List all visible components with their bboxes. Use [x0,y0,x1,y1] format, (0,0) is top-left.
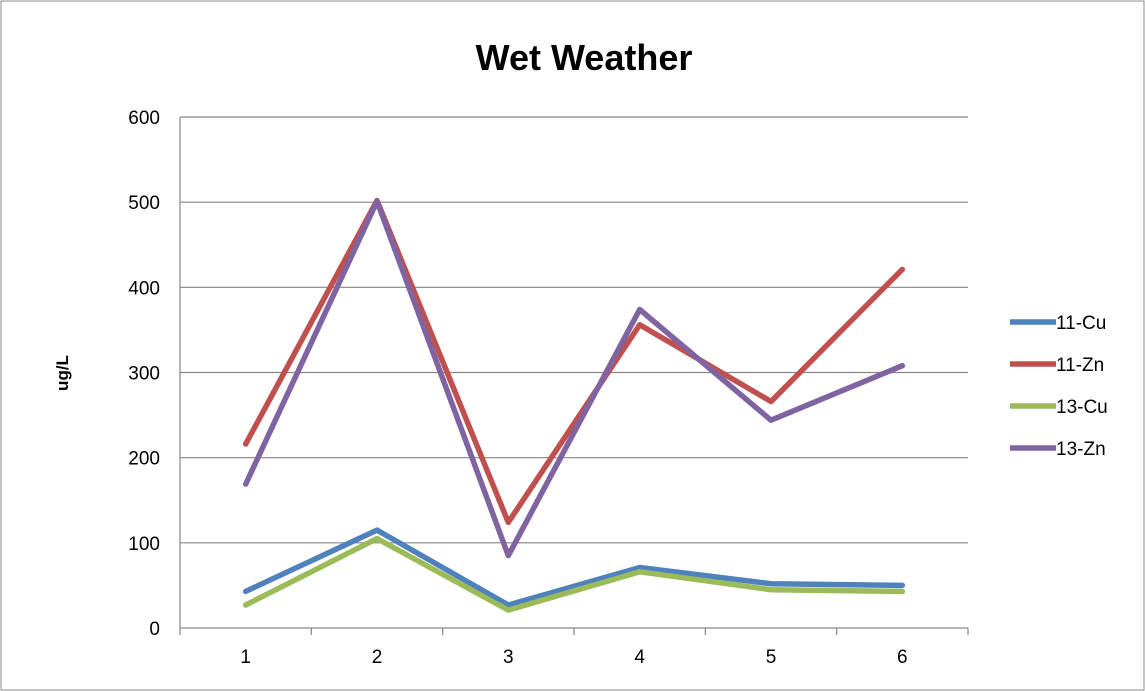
data-point-11-Cu-3 [505,602,511,608]
y-axis-ticks: 0 100 200 300 400 500 600 [128,108,160,640]
data-point-13-Zn-6 [899,363,905,369]
series-11-Cu [242,527,906,608]
legend-label: 11-Cu [1056,313,1106,334]
series-line-11-Cu [242,527,906,608]
x-tick-label: 4 [634,647,645,668]
x-tick-label: 3 [503,647,514,668]
y-tick-label: 400 [128,278,160,299]
legend-item-11-Cu: 11-Cu [1010,313,1106,334]
series-line-13-Zn [242,198,906,559]
data-point-11-Cu-2 [374,527,380,533]
data-point-11-Zn-5 [768,398,774,404]
data-point-13-Zn-5 [768,417,774,423]
series-line-11-Zn [242,197,906,526]
data-point-13-Zn-4 [637,306,643,312]
data-point-13-Cu-6 [899,588,905,594]
legend: 11-Cu 11-Zn 13-Cu 13-Zn [1010,313,1108,460]
series-13-Cu [242,535,906,613]
data-point-11-Cu-4 [637,565,643,571]
data-point-11-Zn-6 [899,266,905,272]
y-tick-label: 500 [128,193,160,214]
legend-item-13-Cu: 13-Cu [1010,397,1108,418]
data-point-11-Zn-1 [243,441,249,447]
legend-item-11-Zn: 11-Zn [1010,355,1104,376]
legend-item-13-Zn: 13-Zn [1010,439,1106,460]
data-point-13-Cu-2 [374,536,380,542]
data-point-13-Cu-4 [637,569,643,575]
data-point-11-Zn-4 [637,322,643,328]
data-point-13-Zn-3 [505,553,511,559]
x-axis-ticks: 1 2 3 4 5 6 [240,647,907,668]
y-tick-label: 100 [128,534,160,555]
data-point-11-Cu-5 [768,581,774,587]
x-tick-label: 1 [240,647,251,668]
y-tick-label: 300 [128,364,160,385]
data-point-13-Zn-1 [243,481,249,487]
legend-label: 13-Cu [1056,397,1108,418]
data-point-13-Cu-3 [505,607,511,613]
y-tick-label: 0 [149,619,160,640]
chart-title: Wet Weather [476,37,693,78]
data-point-13-Cu-1 [243,602,249,608]
series-lines [242,197,906,613]
y-axis-label: ug/L [53,355,72,391]
legend-label: 11-Zn [1056,355,1104,376]
data-point-13-Zn-2 [374,198,380,204]
data-point-11-Zn-3 [505,519,511,525]
y-tick-label: 600 [128,108,160,129]
x-tick-label: 6 [897,647,908,668]
data-point-13-Cu-5 [768,587,774,593]
y-tick-label: 200 [128,449,160,470]
series-13-Zn [242,198,906,559]
legend-label: 13-Zn [1056,439,1106,460]
series-line-13-Cu [242,535,906,613]
x-tick-label: 5 [766,647,777,668]
data-point-11-Cu-6 [899,582,905,588]
x-tick-label: 2 [372,647,383,668]
gridlines [179,116,969,635]
data-point-11-Cu-1 [243,588,249,594]
